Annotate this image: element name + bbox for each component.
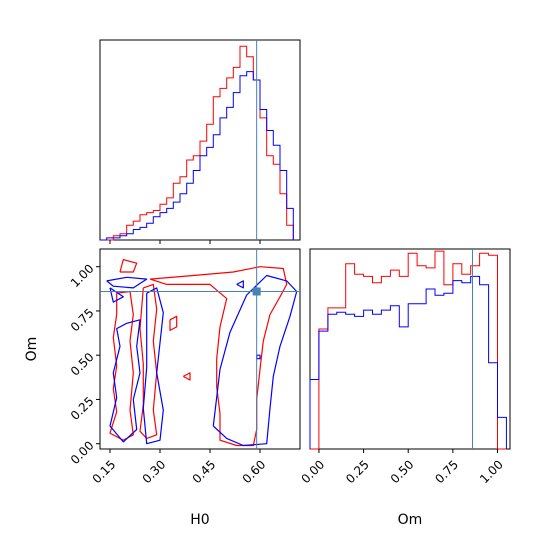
contour-line-blue <box>109 287 124 303</box>
contour-line-red <box>139 283 158 439</box>
x-axis-label-H0: H0 <box>190 512 209 528</box>
x-tick-label: 0.15 <box>90 457 119 486</box>
panel-frame-hist-Om <box>309 248 511 450</box>
contour-line-blue <box>142 287 164 445</box>
x-tick-label: 1.00 <box>477 457 506 486</box>
contour-line-red <box>149 266 288 447</box>
panel-hist-Om: 0.00 0.25 0.50 0.75 1.00 <box>298 248 511 486</box>
hist-series-blue <box>100 71 294 241</box>
x-axis-label-Om: Om <box>398 512 423 528</box>
contour-plot-area <box>100 249 300 449</box>
contour-line-blue <box>212 274 298 447</box>
x-tick-label: 0.60 <box>240 457 269 486</box>
contour-line-blue <box>109 319 141 443</box>
panel-contour-H0-Om: 0.15 0.30 0.45 0.60 0.00 0.25 0.50 0.75 1.00 <box>68 248 301 486</box>
x-tick-label: 0.50 <box>388 457 417 486</box>
y-tick-label: 0.00 <box>68 438 97 467</box>
x-tick-label: 0.00 <box>298 457 327 486</box>
y-tick-label: 1.00 <box>68 261 97 290</box>
truth-marker <box>252 287 261 296</box>
hist-H0-plot-area <box>100 40 294 241</box>
contour-y-ticks: 0.00 0.25 0.50 0.75 1.00 <box>68 261 100 467</box>
contour-line-blue <box>106 276 148 289</box>
y-tick-label: 0.25 <box>68 394 97 423</box>
hist-series-red <box>100 45 294 241</box>
panel-frame-contour <box>99 248 301 450</box>
contour-line-red <box>119 259 138 273</box>
contour-line-blue <box>236 280 244 289</box>
panel-frame-hist-H0 <box>99 39 301 241</box>
x-tick-label: 0.45 <box>190 457 219 486</box>
y-tick-label: 0.50 <box>68 350 97 379</box>
hist-series-blue <box>309 275 507 449</box>
y-tick-label: 0.75 <box>68 306 97 335</box>
hist-Om-x-ticks: 0.00 0.25 0.50 0.75 1.00 <box>298 449 506 486</box>
contour-line-blue <box>256 354 261 360</box>
contour-line-red <box>109 290 134 441</box>
contour-x-ticks: 0.15 0.30 0.45 0.60 <box>90 449 269 486</box>
y-axis-label-Om: Om <box>24 337 40 362</box>
contour-line-red <box>183 372 191 381</box>
panel-hist-H0 <box>99 39 301 241</box>
x-tick-label: 0.30 <box>140 457 169 486</box>
x-tick-label: 0.75 <box>432 457 461 486</box>
hist-Om-plot-area <box>309 249 507 450</box>
hist-H0-x-ticks <box>109 240 261 244</box>
hist-series-red <box>310 250 507 450</box>
x-tick-label: 0.25 <box>343 457 372 486</box>
contour-line-red <box>169 315 178 331</box>
